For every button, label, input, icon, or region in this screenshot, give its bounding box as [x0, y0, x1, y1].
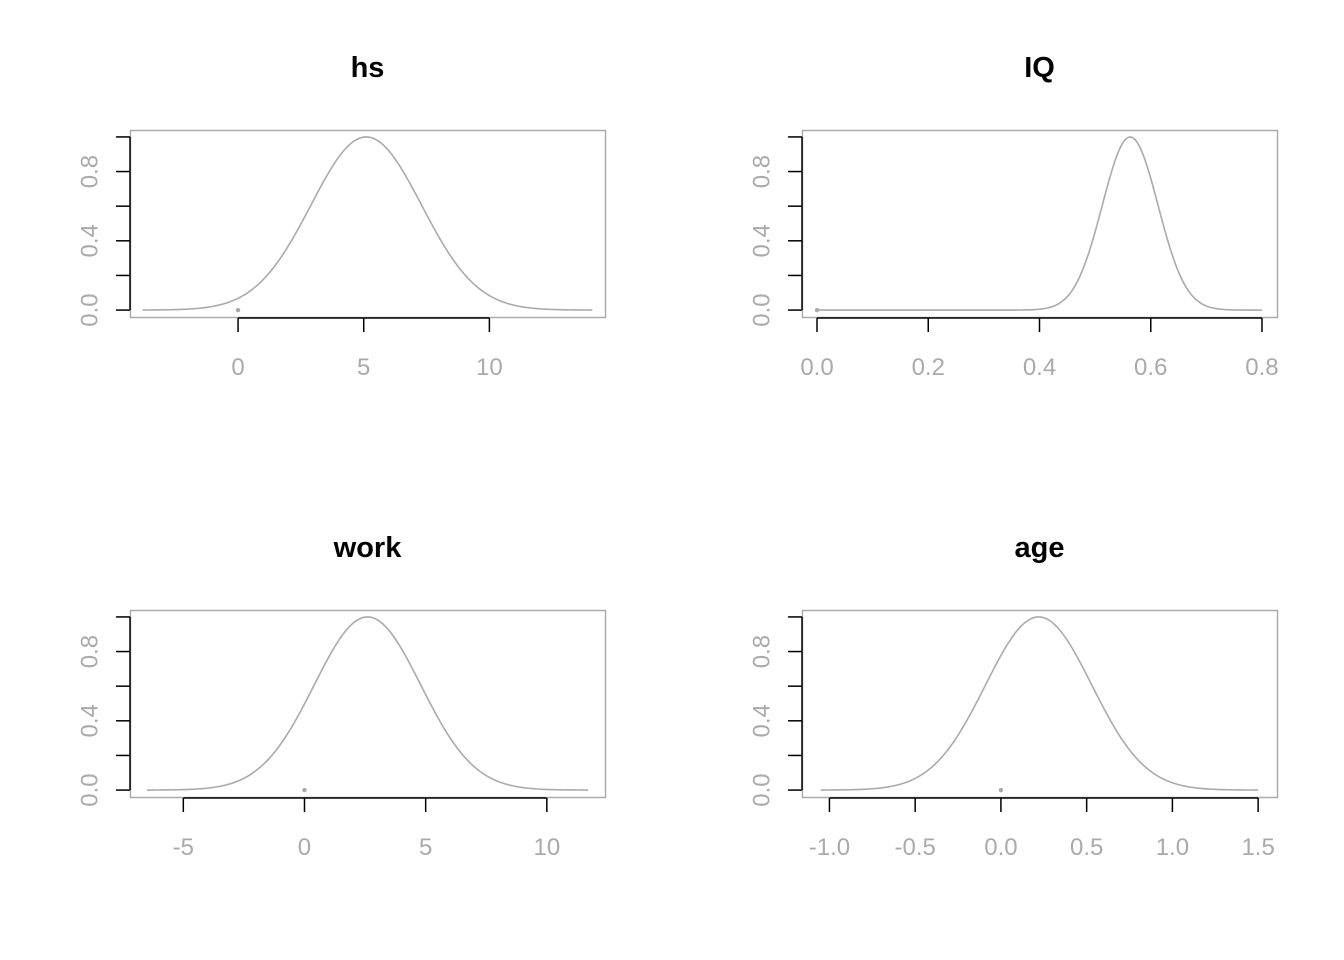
y-tick-label: 0.4: [749, 704, 776, 737]
y-tick-label: 0.0: [77, 293, 104, 326]
y-tick-label: 0.4: [77, 704, 104, 737]
panel-title: age: [1015, 532, 1065, 564]
y-tick-label: 0.4: [77, 224, 104, 257]
y-tick-label: 0.4: [749, 224, 776, 257]
panel-title: work: [333, 532, 403, 564]
y-tick-label: 0.0: [749, 293, 776, 326]
density-curve: [820, 616, 1259, 791]
x-tick-label: 0.2: [912, 354, 945, 381]
density-curve: [146, 616, 589, 791]
x-tick-label: 0.6: [1134, 354, 1167, 381]
x-tick-label: 0.0: [984, 834, 1017, 861]
x-tick-label: 5: [419, 834, 432, 861]
plot-frame: [801, 609, 1279, 799]
data-point: [302, 787, 307, 793]
density-curve: [817, 136, 1262, 311]
data-point: [235, 307, 241, 313]
plot-frame: [129, 129, 607, 319]
y-tick-label: 0.8: [77, 155, 104, 188]
x-tick-label: 10: [533, 834, 560, 861]
x-tick-label: 0.4: [1023, 354, 1056, 381]
density-curve: [142, 136, 593, 311]
data-point: [998, 787, 1004, 793]
x-tick-label: -5: [173, 834, 194, 861]
panel-title: hs: [351, 52, 385, 84]
y-tick-label: 0.0: [749, 773, 776, 806]
x-tick-label: 1.0: [1156, 834, 1189, 861]
y-tick-label: 0.8: [77, 635, 104, 668]
panel-IQ: IQ 0.0 0.2 0.4 0.6 0.8 0.0 0.4 0.8: [749, 52, 1279, 381]
x-tick-label: -1.0: [809, 834, 850, 861]
y-tick-label: 0.8: [749, 635, 776, 668]
plot-frame: [129, 609, 607, 799]
panel-work: work -5 0 5 10 0.0 0.4 0.8: [77, 532, 607, 861]
y-tick-label: 0.0: [77, 773, 104, 806]
x-tick-label: 1.5: [1241, 834, 1274, 861]
plot-frame: [801, 129, 1279, 319]
y-tick-label: 0.8: [749, 155, 776, 188]
data-point: [814, 307, 820, 313]
x-tick-label: 0.0: [800, 354, 833, 381]
x-tick-label: -0.5: [894, 834, 935, 861]
x-tick-label: 5: [357, 354, 370, 381]
x-tick-label: 0.8: [1245, 354, 1278, 381]
x-tick-label: 10: [476, 354, 503, 381]
x-tick-label: 0: [231, 354, 244, 381]
panel-age: age -1.0 -0.5 0.0 0.5 1.0 1.5 0.0 0.4 0.8: [749, 532, 1279, 861]
x-tick-label: 0.5: [1070, 834, 1103, 861]
panel-hs: hs 0 5 10 0.0 0.4 0.8: [77, 52, 607, 381]
x-tick-label: 0: [298, 834, 311, 861]
panel-title: IQ: [1024, 52, 1055, 84]
